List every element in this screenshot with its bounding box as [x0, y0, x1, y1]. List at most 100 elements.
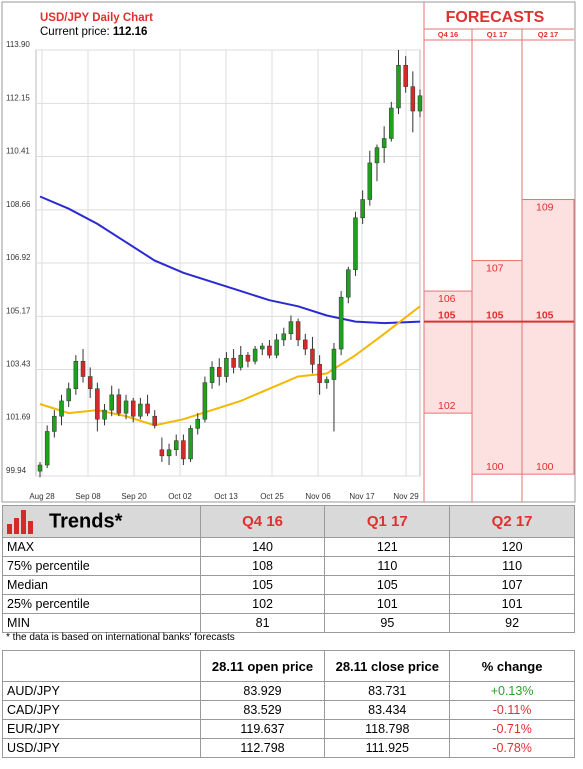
candle-body	[138, 403, 143, 417]
forecast-median-label: 105	[438, 310, 456, 322]
candle-body	[238, 354, 244, 368]
x-tick-label: Sep 08	[75, 492, 101, 501]
prices-table: 28.11 open price 28.11 close price % cha…	[2, 650, 575, 758]
candle-body	[59, 400, 64, 417]
candle-body	[44, 431, 50, 466]
trends-col-q1: Q1 17	[324, 505, 451, 538]
candle-body	[331, 348, 337, 380]
y-tick-label: 113.90	[6, 40, 30, 49]
candle-body	[181, 440, 186, 460]
candle-body	[95, 388, 100, 420]
trends-header: Trends*	[2, 505, 201, 538]
table-row: 25% percentile 102 101 101	[2, 594, 575, 614]
trends-table: Trends* Q4 16 Q1 17 Q2 17 MAX 140 121 120 7…	[2, 505, 575, 633]
table-row: USD/JPY 112.798 111.925 -0.78%	[2, 738, 575, 758]
axis-labels: 113.90 112.15 110.41 108.66 106.92 105.17 103.…	[6, 40, 419, 501]
candle-body	[295, 321, 301, 341]
x-tick-label: Aug 28	[29, 492, 55, 501]
table-row: 75% percentile 108 110 110	[2, 556, 575, 576]
candle-body	[37, 464, 43, 472]
candle-body	[260, 345, 265, 350]
y-tick-label: 101.69	[6, 413, 31, 422]
y-tick-label: 106.92	[6, 253, 31, 262]
y-tick-label: 105.17	[6, 306, 31, 315]
trends-col-q2: Q2 17	[449, 505, 575, 538]
candle-body	[152, 415, 157, 426]
candle-body	[209, 367, 215, 383]
candle-body	[374, 147, 380, 164]
current-price-label: Current price: 112.16	[40, 26, 147, 38]
forecast-high-label: 106	[438, 293, 456, 305]
candle-body	[353, 217, 358, 270]
forecast-low-label: 102	[438, 400, 456, 412]
candle-body	[66, 388, 71, 402]
candle-body	[389, 107, 394, 139]
candle-body	[324, 379, 330, 383]
candle-body	[109, 394, 114, 411]
trends-footnote: * the data is based on international ban…	[6, 632, 235, 643]
candle-body	[252, 348, 258, 362]
x-tick-label: Oct 13	[214, 492, 238, 501]
candle-body	[410, 86, 416, 112]
x-tick-label: Oct 25	[260, 492, 284, 501]
ma-yellow-line	[39, 305, 421, 427]
forecast-high-label: 109	[536, 202, 554, 214]
x-tick-label: Nov 17	[349, 492, 375, 501]
candle-body	[123, 400, 129, 414]
candle-body	[367, 162, 373, 200]
forecast-median-label: 105	[486, 310, 504, 322]
y-tick-label: 112.15	[6, 93, 30, 102]
chart-grid	[35, 49, 421, 477]
candle-body	[417, 95, 423, 112]
usdjpy-chart: FORECASTS Q4 16 106 102 105 Q1 17 107 100 105 Q2 …	[1, 1, 576, 503]
x-tick-label: Sep 20	[121, 492, 147, 501]
ma-blue-line	[39, 195, 421, 325]
forecast-col-header: Q2 17	[538, 30, 558, 39]
candle-body	[346, 269, 351, 298]
candle-body	[310, 348, 315, 365]
y-tick-label: 110.41	[6, 147, 30, 156]
candle-body	[245, 354, 251, 362]
x-tick-label: Oct 02	[168, 492, 192, 501]
candle-body	[80, 361, 86, 377]
forecast-median-label: 105	[536, 310, 554, 322]
moving-averages	[39, 195, 421, 427]
forecast-high-label: 107	[486, 263, 504, 275]
candle-body	[130, 400, 136, 417]
candle-body	[73, 361, 79, 389]
forecast-col-header: Q4 16	[438, 30, 458, 39]
candle-body	[281, 333, 287, 341]
table-row: MIN 81 95 92	[2, 613, 575, 633]
forecast-range-box	[471, 260, 523, 475]
candle-body	[195, 418, 200, 429]
candle-body	[231, 357, 236, 368]
candle-body	[381, 138, 387, 148]
y-tick-label: 99.94	[6, 466, 27, 475]
candles	[37, 50, 423, 478]
candle-body	[267, 345, 272, 356]
forecast-title: FORECASTS	[446, 9, 545, 26]
x-tick-label: Nov 29	[393, 492, 419, 501]
forecast-panel: FORECASTS Q4 16 106 102 105 Q1 17 107 100 105 Q2 …	[423, 2, 575, 502]
forecast-col-header: Q1 17	[487, 30, 507, 39]
candle-body	[159, 449, 165, 457]
candle-body	[52, 415, 57, 432]
y-tick-label: 103.43	[6, 360, 31, 369]
open-price-header: 28.11 open price	[199, 650, 326, 682]
table-row: MAX 140 121 120	[2, 537, 575, 557]
change-header: % change	[449, 650, 575, 682]
candle-body	[403, 65, 408, 87]
forecast-range-box	[521, 199, 575, 475]
candle-body	[303, 339, 308, 350]
chart-title: USD/JPY Daily Chart	[40, 12, 153, 24]
candle-body	[274, 339, 279, 356]
candle-body	[224, 357, 229, 377]
candle-body	[166, 449, 172, 457]
forecast-low-label: 100	[486, 461, 504, 473]
candle-body	[216, 367, 222, 377]
candle-body	[396, 65, 401, 109]
close-price-header: 28.11 close price	[324, 650, 451, 682]
table-row: EUR/JPY 119.637 118.798 -0.71%	[2, 719, 575, 739]
table-row: CAD/JPY 83.529 83.434 -0.11%	[2, 700, 575, 720]
candle-body	[202, 382, 208, 420]
